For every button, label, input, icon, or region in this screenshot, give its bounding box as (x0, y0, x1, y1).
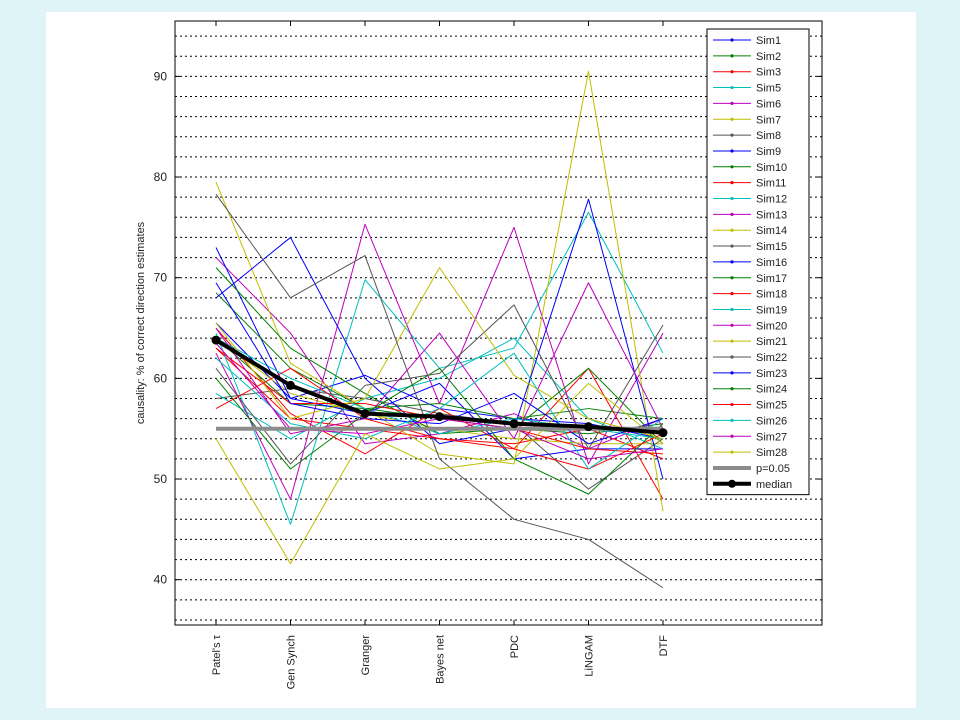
x-tick-label: Gen Synch (286, 635, 298, 689)
legend-marker (730, 101, 734, 105)
legend-label: Sim11 (756, 178, 786, 190)
legend-label: p=0.05 (756, 463, 790, 475)
legend-label: Sim16 (756, 257, 787, 269)
legend-marker (730, 466, 734, 470)
legend-marker (730, 196, 734, 201)
legend-label: Sim15 (756, 241, 787, 253)
y-tick-label: 60 (154, 371, 168, 385)
x-tick-label: Granger (360, 635, 372, 676)
legend-label: Sim5 (756, 83, 781, 95)
median-point (211, 335, 221, 345)
legend-marker (730, 276, 734, 280)
legend-label: Sim1 (756, 35, 781, 47)
legend-label: Sim17 (756, 273, 787, 285)
series-line-sim24 (215, 367, 664, 495)
legend-marker (730, 70, 734, 74)
series-line-sim22 (215, 193, 664, 589)
legend-label: Sim26 (756, 415, 787, 427)
legend-label: Sim8 (756, 130, 781, 142)
legend-marker (730, 85, 734, 90)
legend-marker (730, 117, 734, 121)
legend-marker (730, 244, 734, 248)
legend-label: Sim20 (756, 320, 787, 332)
series-line-sim10 (215, 292, 664, 420)
series-line-sim16 (215, 198, 664, 480)
legend-marker (730, 323, 734, 327)
series-line-sim14 (215, 70, 664, 512)
median-point (658, 428, 668, 438)
legend-label: Sim9 (756, 146, 781, 158)
legend-label: Sim13 (756, 209, 787, 221)
legend-marker (730, 260, 734, 264)
y-tick-label: 90 (154, 69, 168, 83)
legend-marker (728, 479, 736, 488)
legend-marker (730, 418, 734, 422)
legend-marker (730, 450, 734, 454)
x-tick-label: DTF (658, 635, 670, 657)
legend-label: Sim25 (756, 400, 787, 412)
legend-label: Sim27 (756, 431, 787, 443)
legend-marker (730, 38, 734, 42)
legend-label: Sim28 (756, 447, 787, 459)
legend-marker (730, 212, 734, 216)
x-tick-label: PDC (509, 635, 521, 658)
x-tick-label: LiNGAM (584, 635, 596, 677)
legend-label: Sim14 (756, 225, 787, 237)
legend-marker (730, 307, 734, 312)
legend-marker (730, 54, 734, 58)
series-line-sim13 (215, 223, 664, 500)
series-line-sim28 (215, 382, 664, 565)
series-line-sim23 (215, 282, 664, 445)
legend: Sim1 Sim2 Sim3 Sim5 Sim6 Sim7 Sim8 Sim9 Sim10 Sim… (706, 28, 810, 496)
legend-label: Sim10 (756, 162, 787, 174)
legend-label: Sim3 (756, 67, 781, 79)
y-tick-label: 70 (154, 271, 168, 285)
legend-label: Sim12 (756, 194, 787, 206)
legend-label: Sim19 (756, 304, 787, 316)
legend-label: Sim18 (756, 289, 787, 301)
legend-label: median (756, 479, 792, 491)
legend-marker (730, 165, 734, 169)
legend-label: Sim2 (756, 51, 781, 63)
series-line-sim26 (215, 352, 664, 470)
legend-marker (730, 292, 734, 296)
legend-marker (730, 181, 734, 185)
y-axis-title: causality: % of correct direction estima… (135, 221, 147, 424)
legend-marker (730, 355, 734, 359)
x-tick-label: Bayes net (435, 635, 447, 684)
median-point (584, 422, 593, 432)
legend-marker (730, 339, 734, 343)
legend-marker (730, 133, 734, 137)
slide-background: 40 50 60 70 80 90 Patel's τ Gen Synch Granger Ba… (46, 12, 916, 708)
y-tick-label: 50 (154, 472, 168, 486)
legend-marker (730, 402, 734, 407)
legend-label: Sim23 (756, 368, 787, 380)
legend-marker (730, 434, 734, 438)
median-point (360, 409, 370, 419)
median-point (286, 380, 295, 390)
legend-marker (730, 149, 734, 153)
y-tick-label: 80 (154, 170, 168, 184)
x-tick-label: Patel's τ (211, 634, 223, 675)
legend-label: Sim24 (756, 384, 787, 396)
series-line-sim20 (215, 282, 664, 440)
legend-label: Sim6 (756, 98, 781, 110)
legend-label: Sim7 (756, 114, 781, 126)
legend-label: Sim22 (756, 352, 787, 364)
series-line-sim18 (215, 347, 664, 455)
median-point (435, 412, 444, 422)
line-chart: 40 50 60 70 80 90 Patel's τ Gen Synch Granger Ba… (135, 20, 823, 689)
plot-frame (174, 20, 823, 626)
series-line-sim21 (215, 267, 664, 440)
legend-marker (730, 228, 734, 232)
y-tick-label: 40 (154, 573, 168, 587)
legend-label: Sim21 (756, 336, 787, 348)
legend-marker (730, 371, 734, 375)
median-point (509, 419, 519, 429)
legend-marker (730, 387, 734, 391)
